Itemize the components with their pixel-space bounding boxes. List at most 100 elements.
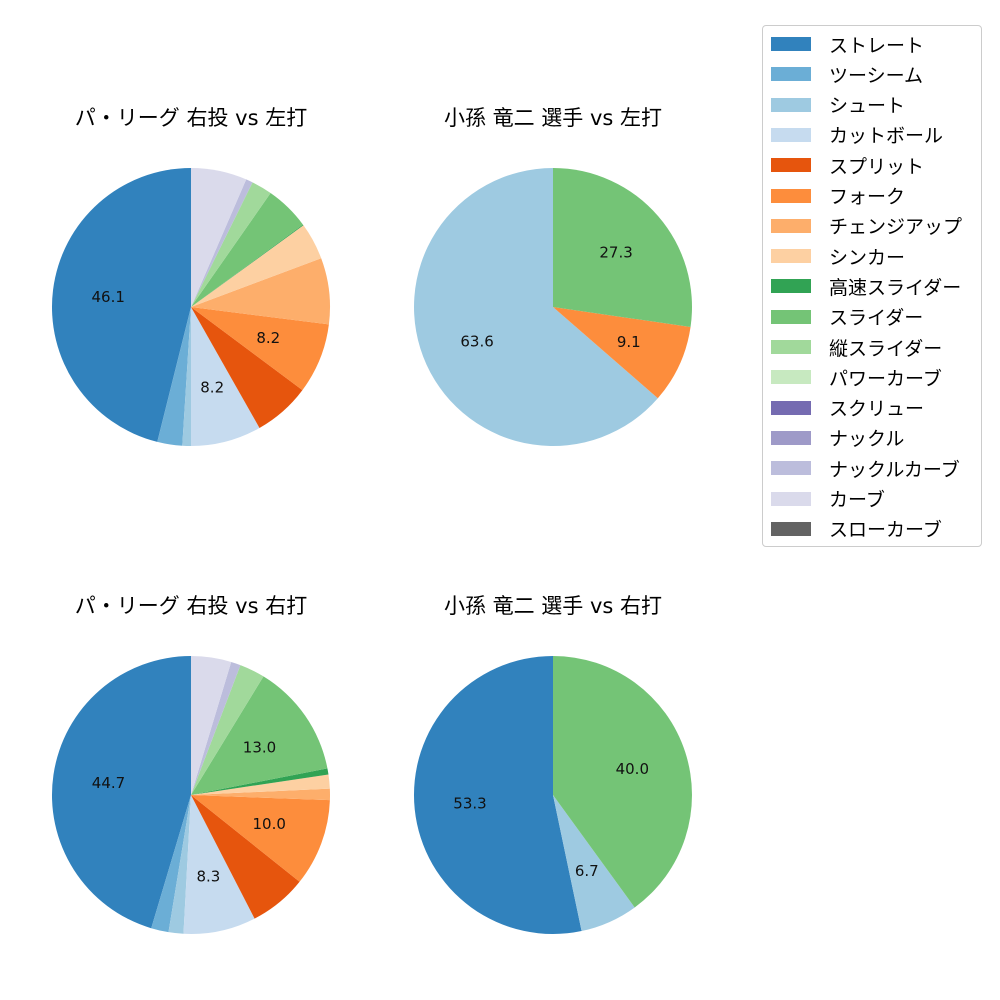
pie-slice-3-8 [191, 774, 330, 795]
legend-item: ストレート [771, 31, 924, 57]
legend-swatch [771, 249, 811, 264]
pie-chart-4: 小孫 竜二 選手 vs 右打 53.3 6.7 40.0 [413, 594, 692, 934]
legend-item: ナックルカーブ [771, 455, 960, 481]
legend-label: ナックルカーブ [829, 458, 960, 481]
pie-slice-3-11 [191, 665, 264, 795]
legend-item: ナックル [771, 425, 904, 451]
legend-label: 縦スライダー [829, 337, 943, 360]
pie-chart-1: パ・リーグ 右投 vs 左打 46.1 8.2 8.2 [51, 106, 330, 447]
legend-label: ストレート [829, 34, 925, 57]
pie-slice-3-1 [51, 656, 191, 929]
legend-swatch [771, 188, 811, 203]
legend-item: ツーシーム [771, 61, 923, 87]
pie-slice-3-4 [183, 795, 255, 935]
slice-label-3-1: 44.7 [92, 774, 125, 792]
pie-slice-3-13 [191, 656, 232, 795]
pie-slice-1-11 [191, 182, 271, 307]
slice-label-3-6: 10.0 [252, 815, 285, 833]
pie-slice-1-12 [191, 179, 253, 307]
pie-slice-3-9 [191, 768, 329, 795]
legend-item: 縦スライダー [771, 334, 942, 360]
legend-label: パワーカーブ [829, 367, 942, 390]
pie-slice-2-3 [553, 168, 692, 328]
legend-swatch [771, 430, 811, 445]
legend-swatch [771, 158, 811, 173]
pie-slice-1-7 [191, 258, 330, 325]
legend-swatch [771, 370, 811, 385]
slice-label-1-1: 46.1 [91, 288, 124, 306]
slice-label-3-10: 13.0 [243, 738, 276, 756]
legend-item: カーブ [771, 486, 885, 512]
legend-label: スライダー [829, 307, 924, 330]
slice-label-2-3: 27.3 [599, 243, 632, 261]
legend-item: スローカーブ [771, 516, 942, 542]
chart-title: パ・リーグ 右投 vs 右打 [75, 594, 307, 618]
legend-swatch [771, 491, 811, 506]
chart-title: パ・リーグ 右投 vs 左打 [75, 106, 307, 130]
pie-slice-1-5 [191, 307, 303, 428]
slice-label-4-3: 40.0 [616, 760, 649, 778]
legend-label: カーブ [829, 489, 885, 511]
pie-chart-2: 小孫 竜二 選手 vs 左打 63.6 9.1 27.3 [414, 106, 692, 447]
pie-slice-4-2 [553, 795, 635, 932]
legend-label: スプリット [829, 155, 925, 178]
legend-item: パワーカーブ [771, 364, 942, 390]
pie-slice-1-10 [191, 193, 303, 307]
pie-chart-3: パ・リーグ 右投 vs 右打 44.7 8.3 10.0 13.0 [51, 594, 331, 935]
legend-item: シュート [771, 92, 905, 118]
legend-label: 高速スライダー [829, 276, 962, 299]
pie-slice-3-6 [191, 795, 330, 882]
slice-label-2-1: 63.6 [460, 333, 493, 351]
legend-label: フォーク [829, 186, 906, 208]
pie-slice-3-12 [191, 661, 241, 795]
legend-swatch [771, 67, 811, 82]
legend-item: カットボール [771, 122, 943, 148]
legend-label: シュート [829, 95, 906, 118]
pie-slice-1-2 [157, 307, 191, 446]
legend-item: スプリット [771, 152, 924, 178]
legend-label: スクリュー [829, 398, 925, 421]
legend-item: スクリュー [771, 395, 924, 421]
pie-slice-2-2 [553, 307, 691, 399]
pie-slice-1-13 [191, 168, 247, 307]
slice-label-1-6: 8.2 [256, 329, 280, 347]
legend-swatch [771, 309, 811, 324]
pie-slice-1-3 [182, 307, 191, 447]
legend-swatch [771, 340, 811, 354]
slice-label-4-1: 53.3 [453, 795, 486, 813]
legend-swatch [771, 521, 811, 536]
slice-label-1-4: 8.2 [200, 379, 224, 397]
chart-title: 小孫 竜二 選手 vs 右打 [444, 594, 662, 618]
chart-title: 小孫 竜二 選手 vs 左打 [444, 106, 662, 130]
slice-label-2-2: 9.1 [617, 333, 641, 351]
pie-slice-4-3 [553, 656, 692, 908]
legend-swatch [771, 127, 811, 142]
pie-slice-3-2 [151, 795, 191, 933]
legend-item: スライダー [771, 304, 923, 330]
legend-swatch [771, 218, 811, 233]
legend-item: フォーク [771, 183, 905, 209]
legend-swatch [771, 461, 811, 476]
legend-item: 高速スライダー [771, 273, 961, 299]
pie-slice-1-6 [191, 307, 329, 391]
legend-label: チェンジアップ [829, 216, 963, 239]
legend-label: ツーシーム [829, 64, 924, 87]
legend-label: カットボール [829, 125, 944, 148]
pie-slice-1-9 [191, 224, 304, 307]
pie-slice-1-4 [191, 307, 260, 446]
slice-label-4-2: 6.7 [575, 862, 599, 880]
slice-label-3-4: 8.3 [196, 868, 220, 886]
pie-slice-1-8 [191, 225, 322, 307]
legend-label: スローカーブ [829, 519, 942, 542]
legend: ストレートツーシームシュートカットボール スプリットフォークチェンジアップ シンカー… [762, 25, 982, 547]
legend-item: チェンジアップ [771, 213, 962, 239]
legend-swatch [771, 37, 811, 51]
legend-label: ナックル [829, 428, 905, 451]
pie-slice-3-5 [191, 795, 300, 919]
legend-label: シンカー [829, 246, 906, 269]
pie-slice-4-1 [413, 656, 582, 934]
pie-slice-1-1 [51, 168, 192, 442]
pie-slice-3-3 [168, 795, 191, 934]
legend-item: シンカー [771, 243, 905, 269]
